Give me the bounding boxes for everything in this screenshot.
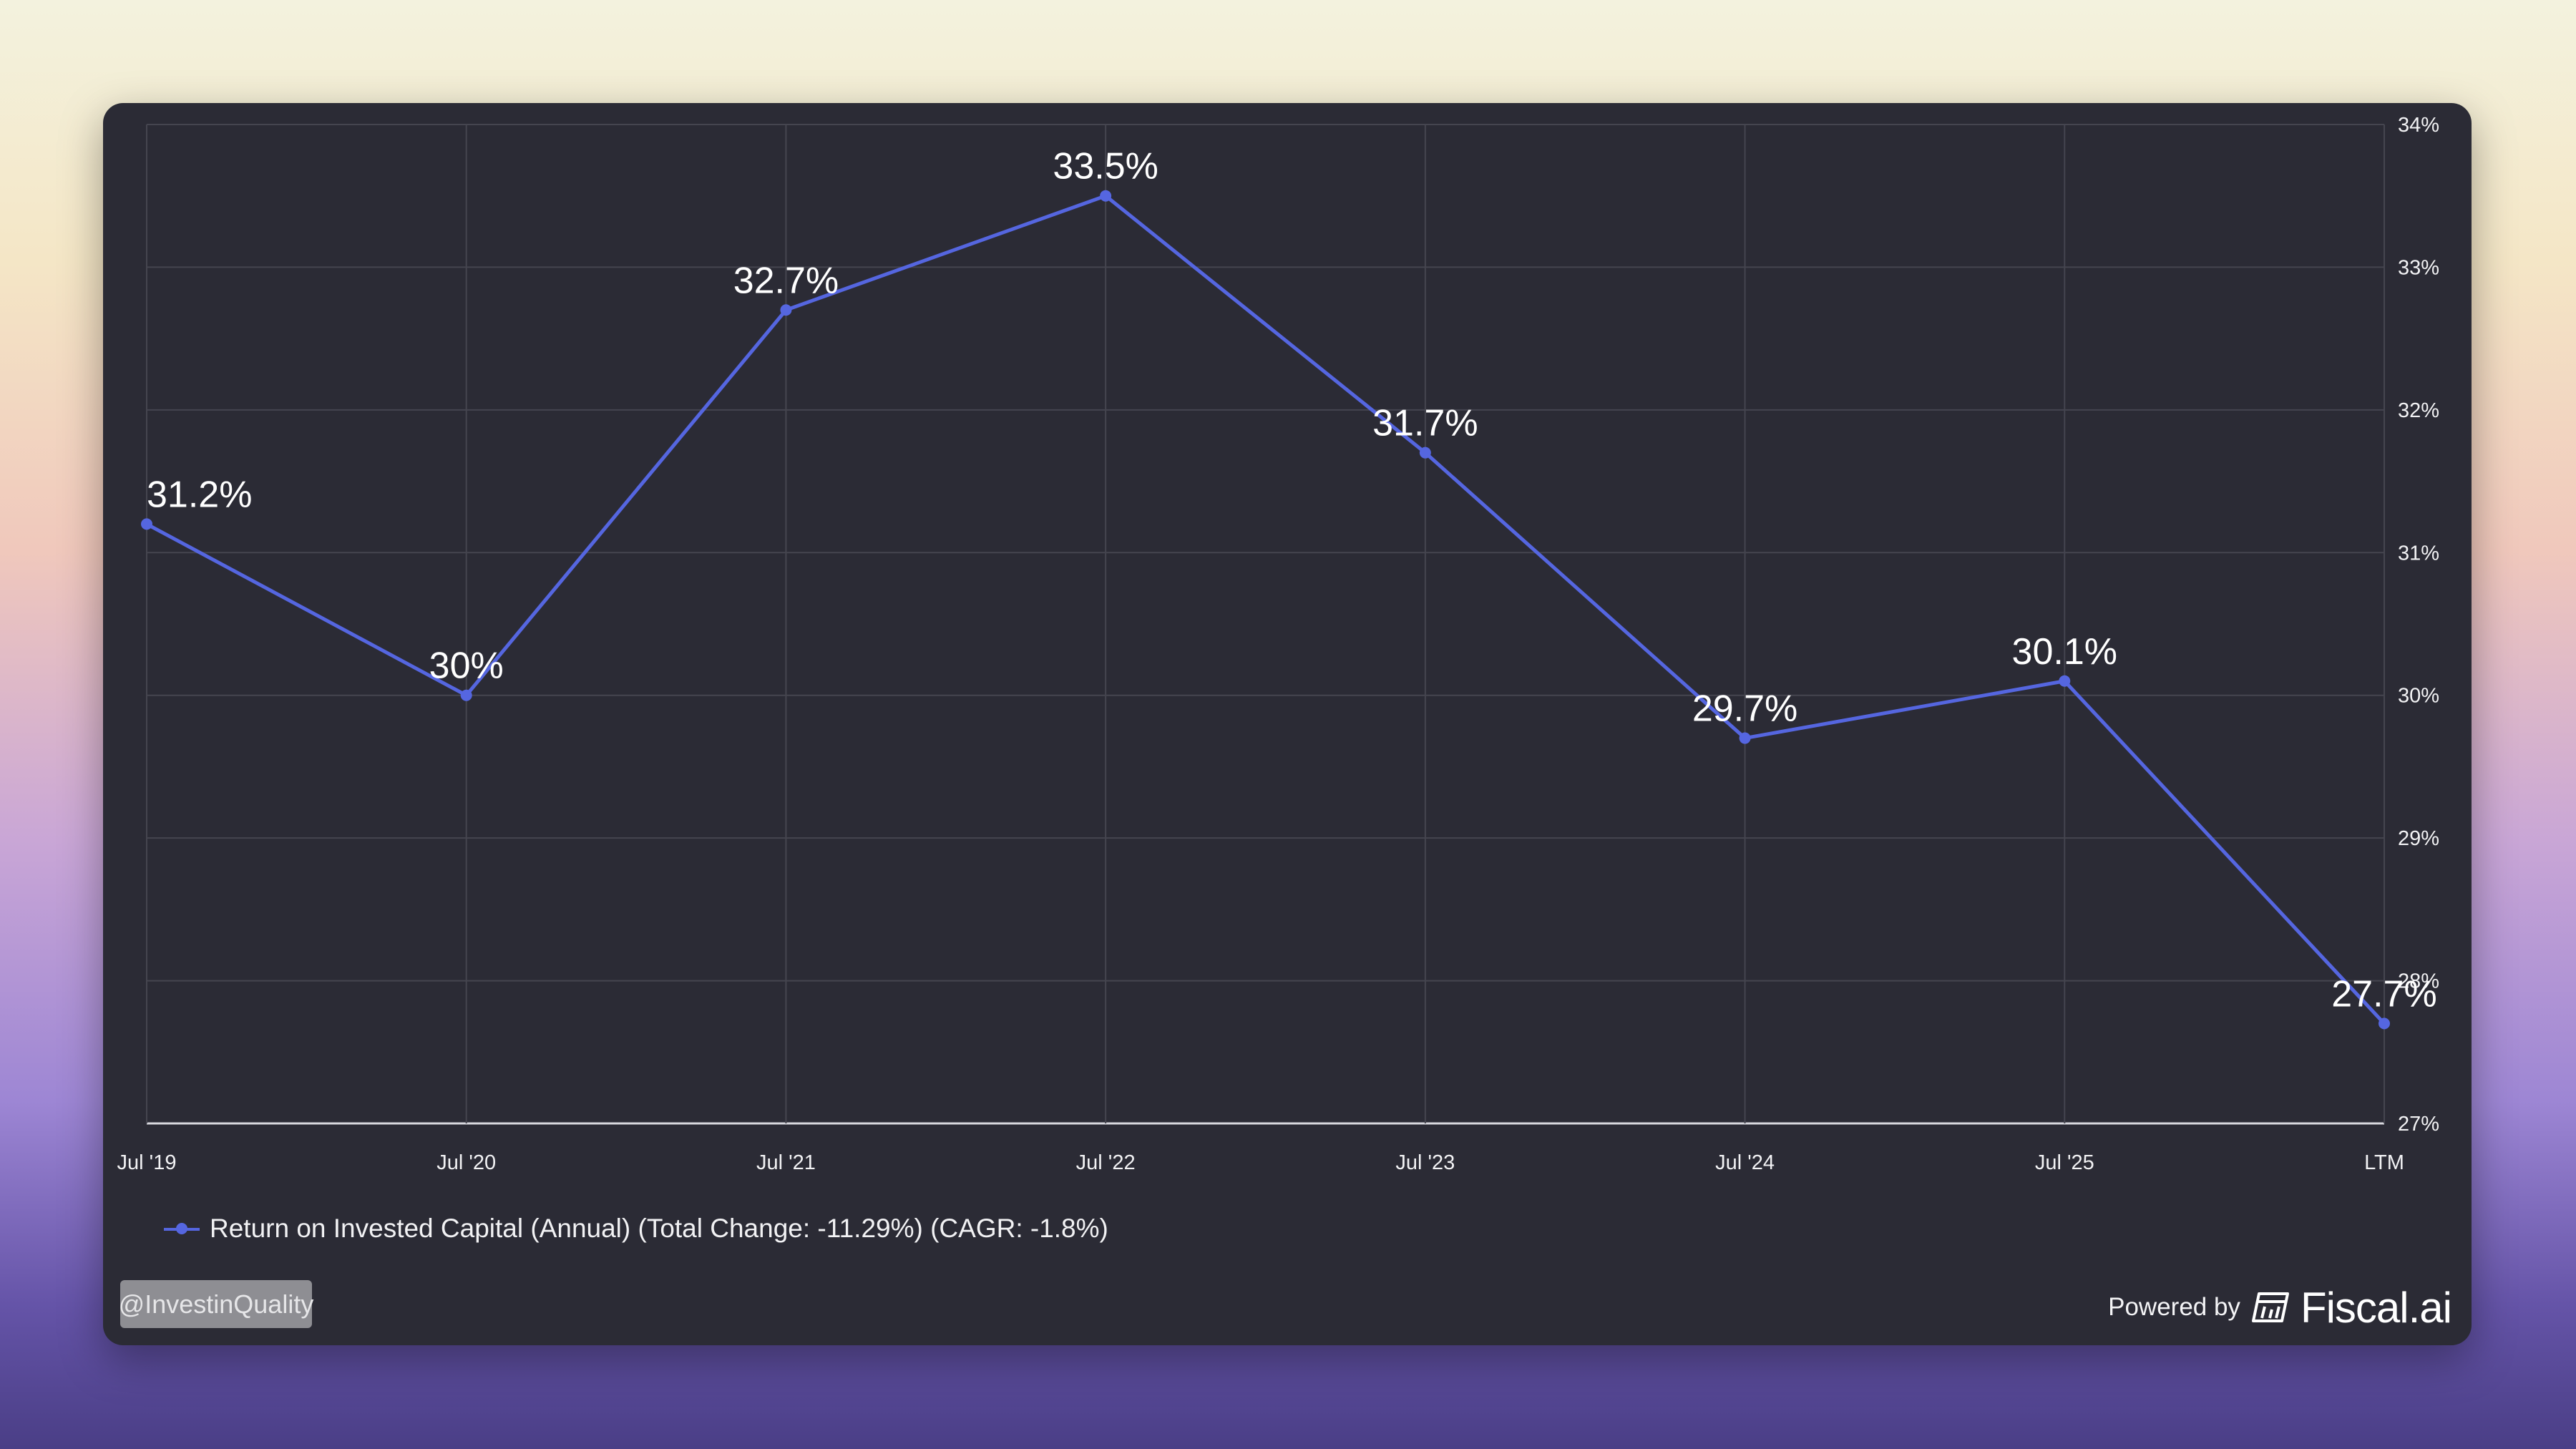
powered-by-text: Powered by [2108,1293,2240,1321]
roic-line-chart: 27% 28% 29% 30% 31% 32% 33% 34% Jul '19 Jul '20 Ju… [117,114,2439,1174]
data-label: 29.7% [1692,688,1797,730]
y-tick-label: 34% [2398,114,2439,137]
data-label: 30.1% [2012,631,2117,673]
data-point [2379,1018,2390,1030]
watermark-handle: @InvestinQuality [119,1280,313,1328]
x-tick-label: Jul '25 [2035,1151,2094,1174]
x-tick-label: Jul '22 [1076,1151,1136,1174]
x-tick-label: LTM [2364,1151,2404,1174]
chart-legend[interactable]: Return on Invested Capital (Annual) (Tot… [164,1211,1108,1246]
y-tick-label: 32% [2398,399,2439,422]
data-point [141,518,152,530]
y-tick-label: 33% [2398,256,2439,279]
y-tick-label: 29% [2398,827,2439,850]
data-label: 27.7% [2331,973,2436,1015]
x-tick-label: Jul '24 [1715,1151,1775,1174]
brand-name: Fiscal.ai [2300,1283,2452,1332]
data-label: 31.7% [1372,403,1478,444]
legend-line-marker-icon [164,1221,200,1236]
fiscal-ai-logo-icon [2251,1292,2289,1322]
data-label: 30% [429,645,504,687]
data-point [2059,675,2071,687]
series-line [145,194,2386,1025]
y-tick-label: 30% [2398,685,2439,708]
data-label: 31.2% [147,474,252,515]
x-tick-label: Jul '21 [756,1151,816,1174]
y-tick-label: 27% [2398,1113,2439,1136]
data-point [1739,732,1751,744]
data-label: 33.5% [1053,146,1158,187]
legend-label: Return on Invested Capital (Annual) (Tot… [210,1214,1108,1243]
x-tick-label: Jul '20 [436,1151,496,1174]
data-point [460,689,472,701]
x-tick-label: Jul '23 [1395,1151,1455,1174]
powered-by-branding[interactable]: Powered by Fiscal.ai [2108,1282,2452,1332]
y-tick-label: 31% [2398,542,2439,565]
chart-card: 27% 28% 29% 30% 31% 32% 33% 34% Jul '19 Jul '20 Ju… [103,103,2472,1345]
data-point [1419,447,1431,459]
x-tick-label: Jul '19 [117,1151,177,1174]
data-point [780,304,792,316]
data-point [1100,190,1112,202]
y-tick-label: 28% [2398,970,2439,993]
data-label: 32.7% [733,260,839,301]
